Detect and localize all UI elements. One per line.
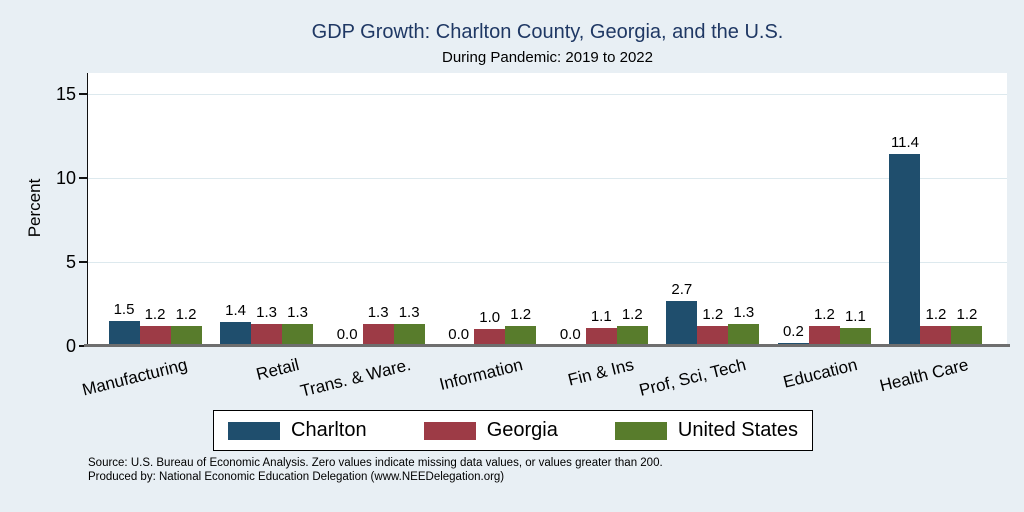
- legend-label: Georgia: [486, 419, 558, 441]
- bar-charlton: [666, 300, 698, 346]
- bar-value-label: 1.2: [813, 305, 835, 323]
- bar-value-label: 11.4: [890, 134, 920, 152]
- bar-value-label: 1.2: [144, 305, 166, 323]
- bar-value-label: 1.2: [702, 305, 724, 323]
- bar-value-label: 0.0: [559, 326, 581, 343]
- chart-subtitle: During Pandemic: 2019 to 2022: [442, 49, 653, 66]
- footer-notes: Source: U.S. Bureau of Economic Analysis…: [88, 456, 988, 484]
- y-tick-label-15: 15: [55, 84, 76, 104]
- bar-value-label: 0.0: [448, 326, 470, 343]
- gridline-15: [88, 93, 1007, 95]
- legend-swatch-icon: [423, 421, 476, 440]
- bar-georgia: [139, 325, 171, 346]
- bar-united-states: [505, 325, 537, 346]
- bar-united-states: [393, 324, 425, 346]
- bar-georgia: [808, 325, 840, 346]
- legend-swatch-icon: [228, 421, 280, 440]
- bar-value-label: 1.5: [113, 300, 135, 318]
- bar-value-label: 1.4: [225, 302, 246, 320]
- bar-value-label: 1.1: [590, 307, 612, 325]
- bar-georgia: [920, 325, 952, 346]
- y-axis-line: [87, 73, 88, 346]
- bar-value-label: 1.2: [175, 305, 197, 323]
- x-category-label: Retail: [254, 355, 302, 384]
- bar-value-label: 1.3: [398, 304, 420, 322]
- bar-value-label: 1.0: [479, 309, 501, 327]
- bar-value-label: 1.3: [287, 304, 308, 322]
- x-category-label: Trans. & Ware.: [298, 355, 413, 401]
- bar-georgia: [697, 325, 729, 346]
- x-axis-line: [84, 344, 1010, 347]
- bar-georgia: [474, 329, 506, 346]
- x-category-label: Education: [781, 355, 860, 392]
- bar-georgia: [362, 324, 394, 346]
- bar-value-label: 1.3: [256, 304, 277, 322]
- chart-title: GDP Growth: Charlton County, Georgia, an…: [311, 21, 784, 43]
- bar-value-label: 0.0: [336, 326, 358, 343]
- bar-value-label: 1.2: [925, 305, 947, 323]
- y-tick-label-10: 10: [55, 168, 76, 188]
- bar-value-label: 1.2: [956, 305, 978, 323]
- bar-value-label: 1.1: [844, 307, 866, 325]
- bar-value-label: 1.2: [621, 305, 643, 323]
- legend-item-georgia: Georgia: [423, 419, 558, 442]
- source-note: Source: U.S. Bureau of Economic Analysis…: [88, 457, 663, 469]
- legend-swatch-icon: [614, 421, 667, 440]
- bar-value-label: 2.7: [671, 280, 693, 298]
- bar-united-states: [839, 327, 871, 346]
- y-tick-label-0: 0: [65, 336, 76, 356]
- x-category-label: Health Care: [877, 355, 971, 396]
- bar-charlton: [889, 154, 921, 346]
- bar-charlton: [220, 322, 252, 346]
- bar-value-label: 0.2: [782, 322, 804, 340]
- gridline-5: [88, 261, 1007, 263]
- bar-united-states: [282, 324, 314, 346]
- legend-item-united-states: United States: [614, 419, 798, 442]
- legend-item-charlton: Charlton: [228, 419, 367, 442]
- y-tick-label-5: 5: [65, 252, 76, 272]
- legend-label: United States: [677, 419, 798, 441]
- x-category-label: Fin & Ins: [566, 355, 636, 390]
- y-tick-mark-5: [79, 261, 87, 263]
- x-category-label: Prof, Sci, Tech: [636, 355, 748, 400]
- bar-value-label: 1.2: [510, 305, 532, 323]
- bar-georgia: [251, 324, 283, 346]
- legend: Charlton Georgia United States: [213, 410, 813, 451]
- y-tick-mark-10: [79, 177, 87, 179]
- x-category-label: Manufacturing: [80, 355, 190, 400]
- y-tick-mark-15: [79, 93, 87, 95]
- produced-by-note: Produced by: National Economic Education…: [88, 471, 505, 483]
- plot-area: [88, 73, 1007, 346]
- bar-united-states: [728, 324, 760, 346]
- gridline-10: [88, 177, 1007, 179]
- bar-united-states: [951, 325, 983, 346]
- y-tick-mark-0: [79, 345, 87, 347]
- bar-charlton: [108, 320, 140, 346]
- y-axis-title: Percent: [25, 178, 44, 238]
- x-category-label: Information: [437, 355, 525, 395]
- bar-value-label: 1.3: [367, 304, 389, 322]
- bar-united-states: [170, 325, 202, 346]
- bar-value-label: 1.3: [733, 304, 755, 322]
- bar-united-states: [616, 325, 648, 346]
- bar-georgia: [585, 327, 617, 346]
- legend-label: Charlton: [291, 419, 367, 441]
